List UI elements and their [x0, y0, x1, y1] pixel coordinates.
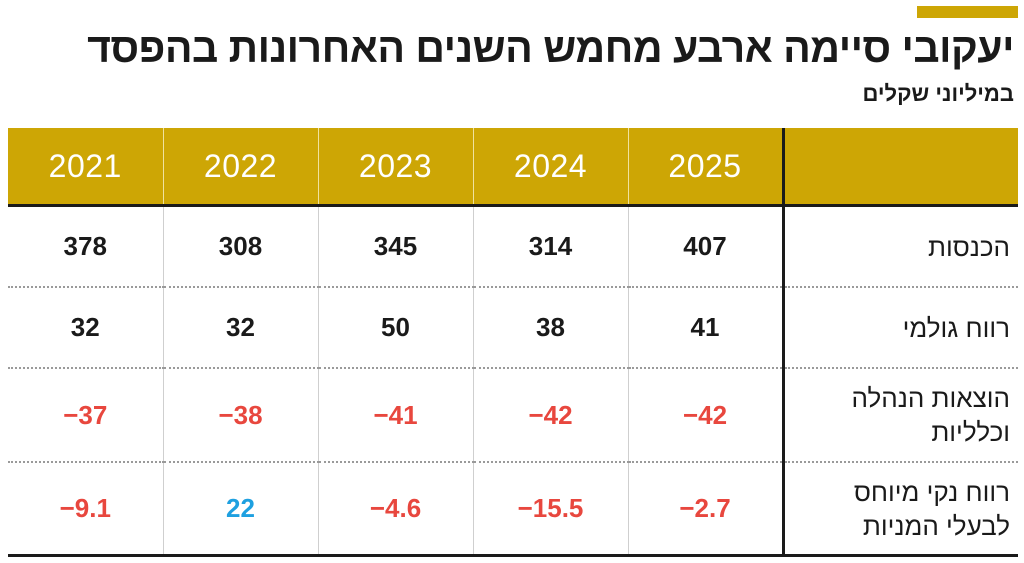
table-cell: 50: [317, 287, 473, 369]
table-row: 378 308 345 314 407 הכנסות: [8, 205, 1018, 288]
column-header-year: 2022: [162, 128, 318, 207]
table-cell: −37: [8, 368, 163, 463]
column-header-year: 2024: [472, 128, 628, 207]
table-row: −9.1 22 −4.6 −15.5 −2.7 רווח נקי מיוחס ל…: [8, 462, 1018, 557]
table-cell: 345: [317, 205, 473, 288]
chart-subtitle: במיליוני שקלים: [862, 81, 1014, 106]
table-cell: −15.5: [472, 462, 628, 557]
table-cell: 407: [627, 205, 783, 288]
chart-title: יעקובי סיימה ארבע מחמש השנים האחרונות בה…: [87, 25, 1014, 71]
data-table: 2021 2022 2023 2024 2025 378 308 345 314…: [8, 128, 1018, 557]
table-cell: −41: [317, 368, 473, 463]
row-label: רווח גולמי: [781, 287, 1018, 369]
table-cell: 314: [472, 205, 628, 288]
table-cell: 308: [162, 205, 318, 288]
table-cell: −9.1: [8, 462, 163, 557]
table-row: 32 32 50 38 41 רווח גולמי: [8, 287, 1018, 369]
table-cell: 38: [472, 287, 628, 369]
table-cell: −42: [472, 368, 628, 463]
column-header-year: 2021: [8, 128, 163, 207]
table-cell: 32: [8, 287, 163, 369]
column-header-year: 2025: [627, 128, 783, 207]
table-cell: −2.7: [627, 462, 783, 557]
table-cell: 22: [162, 462, 318, 557]
table-cell: 32: [162, 287, 318, 369]
row-label: רווח נקי מיוחס לבעלי המניות: [781, 462, 1018, 557]
accent-bar: [917, 6, 1018, 18]
column-header-year: 2023: [317, 128, 473, 207]
table-row: −37 −38 −41 −42 −42 הוצאות הנהלה וכלליות: [8, 368, 1018, 463]
row-label: הוצאות הנהלה וכלליות: [781, 368, 1018, 463]
row-label-header: [781, 128, 1018, 207]
table-cell: −38: [162, 368, 318, 463]
row-label: הכנסות: [781, 205, 1018, 288]
table-cell: 378: [8, 205, 163, 288]
table-cell: −4.6: [317, 462, 473, 557]
table-cell: −42: [627, 368, 783, 463]
header-row: 2021 2022 2023 2024 2025: [8, 128, 1018, 207]
table-cell: 41: [627, 287, 783, 369]
